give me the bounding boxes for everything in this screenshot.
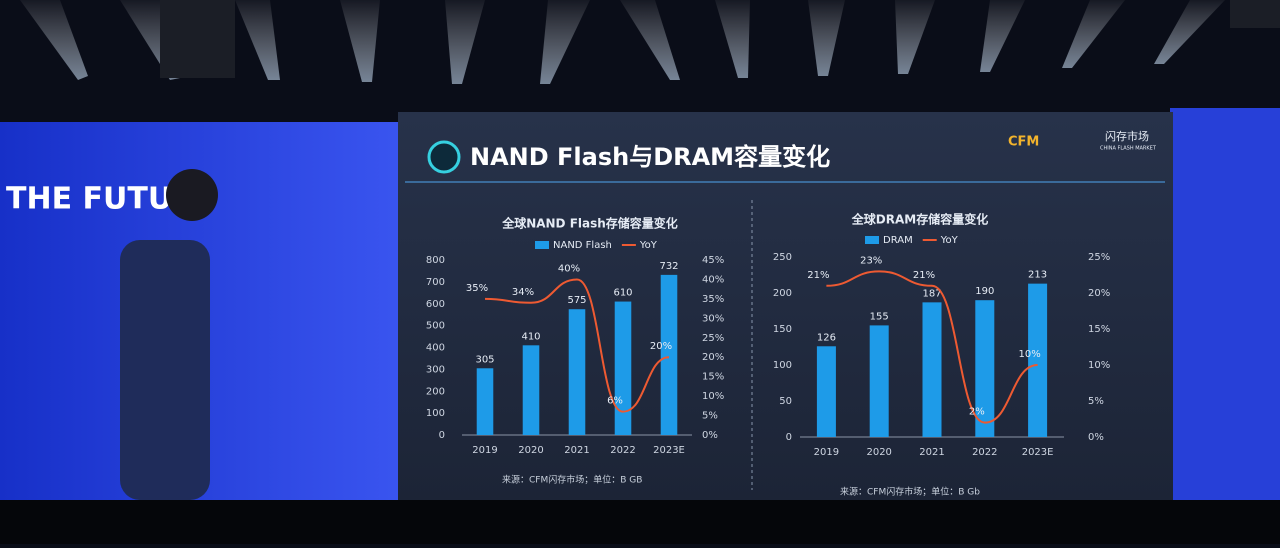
y-tick-label: 100: [773, 360, 792, 371]
bar: [476, 368, 494, 435]
y2-tick-label: 25%: [1088, 252, 1110, 263]
y-tick-label: 250: [773, 252, 792, 263]
x-tick-label: 2019: [814, 447, 839, 458]
bar-value-label: 410: [521, 331, 540, 342]
bar-value-label: 610: [613, 288, 632, 299]
bar-value-label: 305: [475, 354, 494, 365]
y2-tick-label: 15%: [1088, 324, 1110, 335]
y-tick-label: 150: [773, 324, 792, 335]
y2-tick-label: 20%: [1088, 288, 1110, 299]
logo-subtitle: CHINA FLASH MARKET: [1100, 146, 1157, 152]
chart-title: 全球NAND Flash存储容量变化: [501, 216, 678, 231]
y2-tick-label: 10%: [702, 391, 724, 402]
x-tick-label: 2021: [564, 445, 589, 456]
slide-icon: [427, 140, 461, 174]
bar: [869, 325, 889, 437]
yoy-value-label: 20%: [650, 341, 672, 352]
y-tick-label: 300: [426, 364, 445, 375]
yoy-value-label: 40%: [558, 263, 580, 274]
yoy-value-label: 35%: [466, 283, 488, 294]
yoy-value-label: 10%: [1018, 349, 1040, 360]
source: 来源：CFM闪存市场；单位：B Gb: [840, 486, 980, 498]
bar: [816, 346, 836, 437]
y-tick-label: 800: [426, 255, 445, 266]
y2-tick-label: 15%: [702, 372, 724, 383]
yoy-value-label: 34%: [512, 287, 534, 298]
slide-title: NAND Flash与DRAM容量变化: [470, 143, 830, 171]
y-tick-label: 50: [779, 396, 792, 407]
legend-swatch: [865, 236, 879, 244]
x-tick-label: 2022: [972, 447, 997, 458]
x-tick-label: 2023E: [1022, 447, 1054, 458]
bar: [614, 301, 632, 435]
logo-brand: CFM: [1008, 135, 1039, 150]
y2-tick-label: 20%: [702, 352, 724, 363]
stage-lights: [20, 0, 1280, 84]
y2-tick-label: 10%: [1088, 360, 1110, 371]
chart-title: 全球DRAM存储容量变化: [851, 212, 988, 227]
bar-value-label: 732: [659, 261, 678, 272]
yoy-value-label: 23%: [860, 255, 882, 266]
y-tick-label: 0: [786, 432, 792, 443]
bar-value-label: 155: [870, 311, 889, 322]
y-tick-label: 100: [426, 408, 445, 419]
right-screen: [1170, 108, 1280, 528]
bar: [660, 274, 678, 435]
y2-tick-label: 35%: [702, 294, 724, 305]
bar-value-label: 187: [922, 288, 941, 299]
y2-tick-label: 40%: [702, 274, 724, 285]
yoy-line: [484, 278, 670, 413]
x-tick-label: 2021: [919, 447, 944, 458]
bar-value-label: 126: [817, 332, 836, 343]
x-tick-label: 2022: [610, 445, 635, 456]
bar: [568, 309, 586, 435]
y2-tick-label: 30%: [702, 313, 724, 324]
y2-tick-label: 45%: [702, 255, 724, 266]
yoy-value-label: 21%: [913, 270, 935, 281]
bar: [922, 302, 942, 437]
bar: [522, 345, 540, 435]
y2-tick-label: 5%: [1088, 396, 1104, 407]
legend-label: YoY: [940, 235, 959, 246]
x-tick-label: 2020: [866, 447, 891, 458]
y-tick-label: 200: [426, 386, 445, 397]
bar: [975, 300, 995, 437]
legend-swatch: [535, 241, 549, 249]
bar-value-label: 213: [1028, 270, 1047, 281]
yoy-value-label: 2%: [969, 407, 985, 418]
x-tick-label: 2020: [518, 445, 543, 456]
y-tick-label: 200: [773, 288, 792, 299]
y-tick-label: 0: [439, 430, 445, 441]
logo-name: 闪存市场: [1105, 129, 1149, 143]
y2-tick-label: 0%: [1088, 432, 1104, 443]
y-tick-label: 700: [426, 277, 445, 288]
speaker: [120, 169, 218, 500]
y2-tick-label: 0%: [702, 430, 718, 441]
yoy-value-label: 6%: [607, 396, 623, 407]
legend-label: YoY: [639, 240, 658, 251]
y-tick-label: 600: [426, 299, 445, 310]
yoy-line: [826, 270, 1038, 424]
x-tick-label: 2019: [472, 445, 497, 456]
y2-tick-label: 5%: [702, 411, 718, 422]
bar-value-label: 575: [567, 295, 586, 306]
bar-value-label: 190: [975, 286, 994, 297]
legend-label: NAND Flash: [553, 240, 612, 251]
y-tick-label: 400: [426, 343, 445, 354]
x-tick-label: 2023E: [653, 445, 685, 456]
source: 来源：CFM闪存市场；单位：B GB: [502, 474, 642, 486]
audience: [0, 500, 1280, 544]
yoy-value-label: 21%: [807, 270, 829, 281]
y2-tick-label: 25%: [702, 333, 724, 344]
bar: [1028, 283, 1048, 437]
y-tick-label: 500: [426, 321, 445, 332]
legend-label: DRAM: [883, 235, 913, 246]
